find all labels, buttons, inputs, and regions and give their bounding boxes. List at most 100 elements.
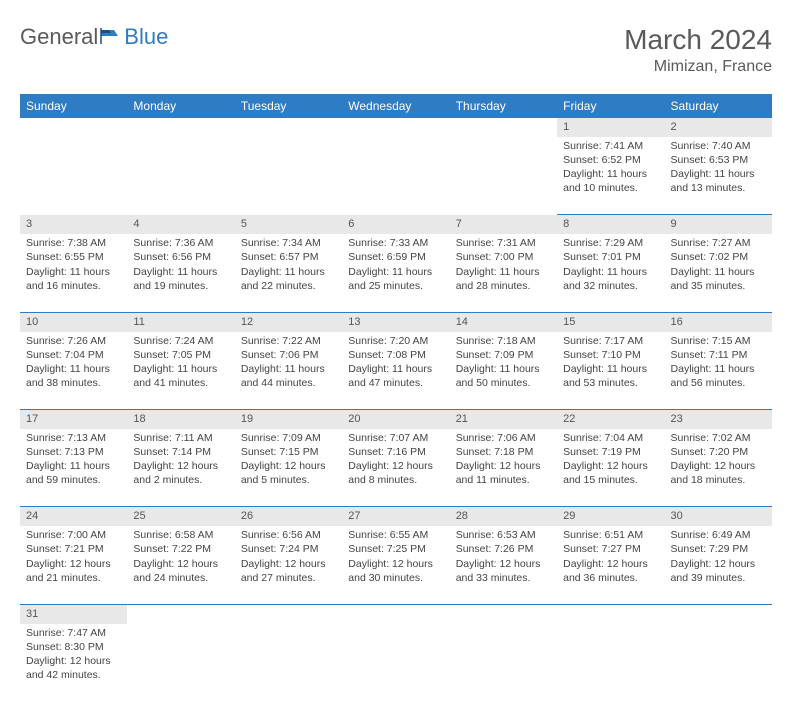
day-cell xyxy=(557,624,664,702)
day-number: 5 xyxy=(235,215,342,234)
daylight-text: Daylight: 11 hours and 50 minutes. xyxy=(456,362,551,390)
day-cell: Sunrise: 7:41 AMSunset: 6:52 PMDaylight:… xyxy=(557,137,664,215)
sunset-text: Sunset: 7:15 PM xyxy=(241,445,336,459)
day-cell: Sunrise: 6:56 AMSunset: 7:24 PMDaylight:… xyxy=(235,526,342,604)
day-cell: Sunrise: 7:15 AMSunset: 7:11 PMDaylight:… xyxy=(665,332,772,410)
day-number xyxy=(127,604,234,623)
daylight-text: Daylight: 12 hours and 24 minutes. xyxy=(133,557,228,585)
sunrise-text: Sunrise: 7:04 AM xyxy=(563,431,658,445)
day-number: 31 xyxy=(20,604,127,623)
sunset-text: Sunset: 6:57 PM xyxy=(241,250,336,264)
daynum-row: 10111213141516 xyxy=(20,312,772,331)
daylight-text: Daylight: 12 hours and 2 minutes. xyxy=(133,459,228,487)
day-number: 28 xyxy=(450,507,557,526)
day-cell xyxy=(20,137,127,215)
day-cell: Sunrise: 7:00 AMSunset: 7:21 PMDaylight:… xyxy=(20,526,127,604)
logo-flag-icon xyxy=(100,28,122,49)
sunrise-text: Sunrise: 7:34 AM xyxy=(241,236,336,250)
weekday-header: Sunday xyxy=(20,94,127,118)
day-cell: Sunrise: 7:38 AMSunset: 6:55 PMDaylight:… xyxy=(20,234,127,312)
day-number: 6 xyxy=(342,215,449,234)
sunrise-text: Sunrise: 7:15 AM xyxy=(671,334,766,348)
sunset-text: Sunset: 7:13 PM xyxy=(26,445,121,459)
day-number xyxy=(235,604,342,623)
weekday-header: Wednesday xyxy=(342,94,449,118)
day-number: 30 xyxy=(665,507,772,526)
sunset-text: Sunset: 7:25 PM xyxy=(348,542,443,556)
day-cell: Sunrise: 7:04 AMSunset: 7:19 PMDaylight:… xyxy=(557,429,664,507)
daylight-text: Daylight: 11 hours and 38 minutes. xyxy=(26,362,121,390)
day-number: 4 xyxy=(127,215,234,234)
day-cell xyxy=(342,137,449,215)
sunrise-text: Sunrise: 7:29 AM xyxy=(563,236,658,250)
day-number: 12 xyxy=(235,312,342,331)
sunrise-text: Sunrise: 7:13 AM xyxy=(26,431,121,445)
sunrise-text: Sunrise: 7:24 AM xyxy=(133,334,228,348)
day-number: 21 xyxy=(450,410,557,429)
sunset-text: Sunset: 6:53 PM xyxy=(671,153,766,167)
sunset-text: Sunset: 8:30 PM xyxy=(26,640,121,654)
sunset-text: Sunset: 6:52 PM xyxy=(563,153,658,167)
sunrise-text: Sunrise: 6:58 AM xyxy=(133,528,228,542)
sunset-text: Sunset: 7:20 PM xyxy=(671,445,766,459)
sunrise-text: Sunrise: 7:27 AM xyxy=(671,236,766,250)
sunset-text: Sunset: 7:27 PM xyxy=(563,542,658,556)
logo-text-blue: Blue xyxy=(124,24,168,50)
day-cell: Sunrise: 7:27 AMSunset: 7:02 PMDaylight:… xyxy=(665,234,772,312)
day-number: 13 xyxy=(342,312,449,331)
daylight-text: Daylight: 12 hours and 15 minutes. xyxy=(563,459,658,487)
day-cell xyxy=(665,624,772,702)
daylight-text: Daylight: 11 hours and 22 minutes. xyxy=(241,265,336,293)
sunrise-text: Sunrise: 6:53 AM xyxy=(456,528,551,542)
sunrise-text: Sunrise: 7:17 AM xyxy=(563,334,658,348)
daynum-row: 12 xyxy=(20,118,772,137)
sunset-text: Sunset: 7:22 PM xyxy=(133,542,228,556)
day-number xyxy=(342,604,449,623)
day-cell: Sunrise: 7:20 AMSunset: 7:08 PMDaylight:… xyxy=(342,332,449,410)
day-number: 27 xyxy=(342,507,449,526)
sunrise-text: Sunrise: 7:06 AM xyxy=(456,431,551,445)
sunset-text: Sunset: 7:26 PM xyxy=(456,542,551,556)
sunset-text: Sunset: 7:11 PM xyxy=(671,348,766,362)
sunset-text: Sunset: 7:09 PM xyxy=(456,348,551,362)
sunrise-text: Sunrise: 6:55 AM xyxy=(348,528,443,542)
day-cell: Sunrise: 7:18 AMSunset: 7:09 PMDaylight:… xyxy=(450,332,557,410)
day-cell: Sunrise: 7:22 AMSunset: 7:06 PMDaylight:… xyxy=(235,332,342,410)
daylight-text: Daylight: 11 hours and 19 minutes. xyxy=(133,265,228,293)
daylight-text: Daylight: 12 hours and 27 minutes. xyxy=(241,557,336,585)
day-cell xyxy=(235,624,342,702)
sunset-text: Sunset: 7:10 PM xyxy=(563,348,658,362)
day-cell: Sunrise: 6:55 AMSunset: 7:25 PMDaylight:… xyxy=(342,526,449,604)
sunrise-text: Sunrise: 7:38 AM xyxy=(26,236,121,250)
daynum-row: 17181920212223 xyxy=(20,410,772,429)
day-number: 9 xyxy=(665,215,772,234)
day-cell: Sunrise: 7:11 AMSunset: 7:14 PMDaylight:… xyxy=(127,429,234,507)
sunset-text: Sunset: 7:00 PM xyxy=(456,250,551,264)
content-row: Sunrise: 7:26 AMSunset: 7:04 PMDaylight:… xyxy=(20,332,772,410)
day-number: 23 xyxy=(665,410,772,429)
month-title: March 2024 xyxy=(624,24,772,56)
day-cell: Sunrise: 6:58 AMSunset: 7:22 PMDaylight:… xyxy=(127,526,234,604)
day-cell xyxy=(127,624,234,702)
day-cell: Sunrise: 7:26 AMSunset: 7:04 PMDaylight:… xyxy=(20,332,127,410)
daylight-text: Daylight: 12 hours and 8 minutes. xyxy=(348,459,443,487)
sunset-text: Sunset: 6:56 PM xyxy=(133,250,228,264)
day-cell: Sunrise: 6:53 AMSunset: 7:26 PMDaylight:… xyxy=(450,526,557,604)
sunrise-text: Sunrise: 7:36 AM xyxy=(133,236,228,250)
sunset-text: Sunset: 7:16 PM xyxy=(348,445,443,459)
weekday-header-row: SundayMondayTuesdayWednesdayThursdayFrid… xyxy=(20,94,772,118)
sunrise-text: Sunrise: 6:49 AM xyxy=(671,528,766,542)
day-number: 1 xyxy=(557,118,664,137)
day-number xyxy=(235,118,342,137)
day-cell: Sunrise: 7:07 AMSunset: 7:16 PMDaylight:… xyxy=(342,429,449,507)
sunset-text: Sunset: 7:29 PM xyxy=(671,542,766,556)
day-cell: Sunrise: 6:49 AMSunset: 7:29 PMDaylight:… xyxy=(665,526,772,604)
sunrise-text: Sunrise: 7:11 AM xyxy=(133,431,228,445)
sunset-text: Sunset: 7:05 PM xyxy=(133,348,228,362)
day-cell: Sunrise: 7:24 AMSunset: 7:05 PMDaylight:… xyxy=(127,332,234,410)
day-number: 20 xyxy=(342,410,449,429)
weekday-header: Tuesday xyxy=(235,94,342,118)
sunrise-text: Sunrise: 7:09 AM xyxy=(241,431,336,445)
daylight-text: Daylight: 12 hours and 18 minutes. xyxy=(671,459,766,487)
daylight-text: Daylight: 11 hours and 53 minutes. xyxy=(563,362,658,390)
